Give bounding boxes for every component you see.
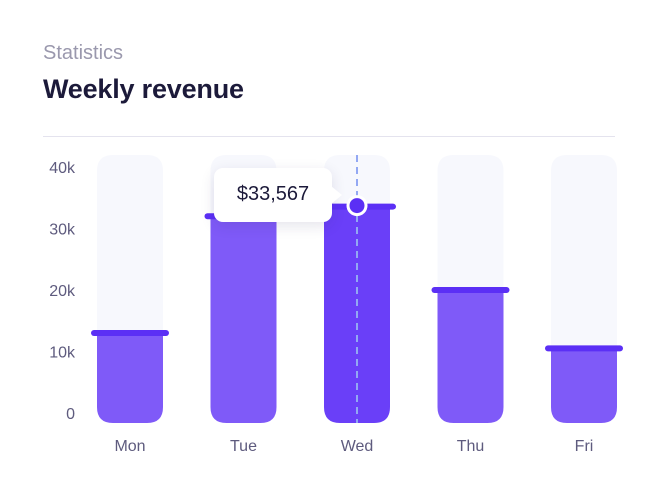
x-tick-label: Thu (457, 438, 485, 455)
y-tick-label: 30k (49, 222, 76, 239)
x-tick-label: Mon (114, 438, 145, 455)
bar-tue[interactable] (210, 216, 277, 423)
y-tick-label: 10k (49, 345, 76, 362)
bar-thu[interactable] (437, 290, 504, 423)
y-tick-label: 0 (66, 406, 75, 423)
bar-mon[interactable] (97, 333, 163, 423)
hover-point-marker[interactable] (346, 195, 368, 217)
tooltip-value: $33,567 (236, 183, 310, 205)
chart-subtitle: Statistics (43, 42, 124, 64)
header-divider (43, 136, 615, 137)
bar-fri[interactable] (551, 348, 617, 423)
x-tick-label: Fri (575, 438, 594, 455)
chart-title: Weekly revenue (43, 74, 244, 104)
x-tick-label: Tue (230, 438, 257, 455)
y-tick-label: 20k (49, 283, 76, 300)
y-tick-label: 40k (49, 160, 76, 177)
value-tooltip: $33,567 (214, 168, 342, 222)
x-tick-label: Wed (341, 438, 374, 455)
